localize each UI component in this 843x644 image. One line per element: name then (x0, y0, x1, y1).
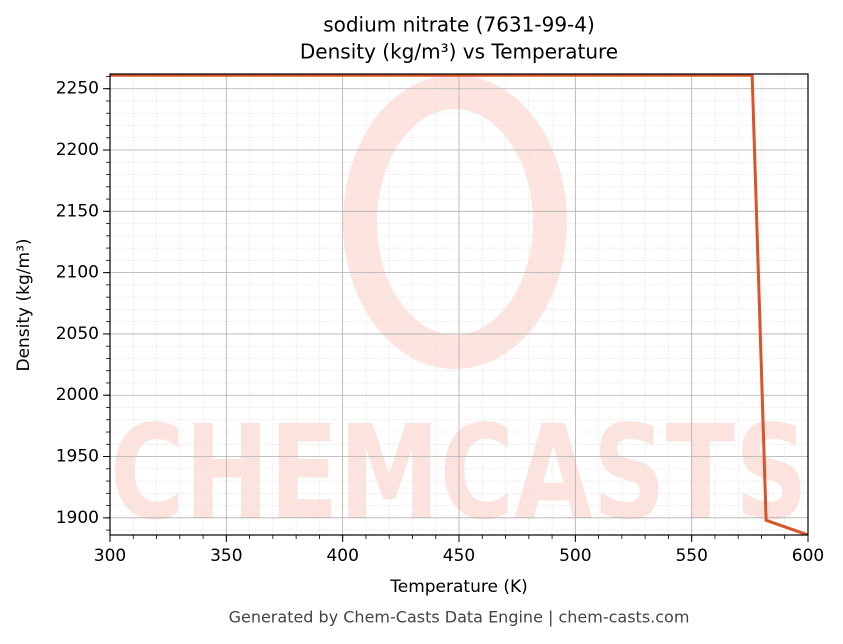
y-axis-label: Density (kg/m³) (14, 238, 34, 371)
x-tick-label: 550 (675, 546, 707, 566)
y-tick-label: 2050 (56, 324, 99, 344)
x-axis-label: Temperature (K) (389, 577, 528, 597)
x-tick-label: 500 (559, 546, 591, 566)
x-tick-label: 300 (94, 546, 126, 566)
y-tick-label: 2250 (56, 79, 99, 99)
chart-subtitle: Density (kg/m³) vs Temperature (300, 40, 618, 64)
data-line (110, 74, 808, 535)
watermark-ring (343, 75, 567, 369)
y-tick-label: 1900 (56, 508, 99, 528)
y-tick-label: 2100 (56, 263, 99, 283)
footer: Generated by Chem-Casts Data Engine | ch… (229, 608, 690, 627)
x-tick-label: 350 (210, 546, 242, 566)
chart-title: sodium nitrate (7631-99-4) (323, 13, 595, 37)
y-tick-label: 2200 (56, 140, 99, 160)
x-tick-label: 450 (443, 546, 475, 566)
y-tick-label: 1950 (56, 447, 99, 467)
y-tick-label: 2150 (56, 201, 99, 221)
y-tick-label: 2000 (56, 385, 99, 405)
x-tick-label: 400 (326, 546, 358, 566)
x-tick-label: 600 (792, 546, 824, 566)
plot-frame (109, 73, 809, 536)
